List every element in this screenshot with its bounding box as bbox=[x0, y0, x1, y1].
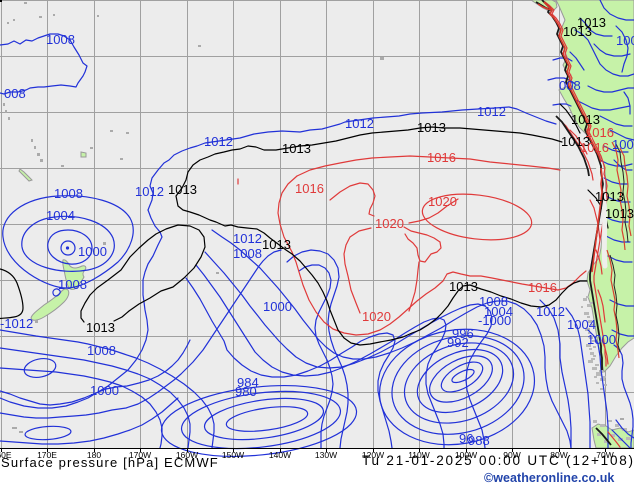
svg-text:1012: 1012 bbox=[345, 116, 374, 131]
svg-text:90W: 90W bbox=[503, 450, 520, 460]
svg-text:1004: 1004 bbox=[484, 304, 513, 319]
svg-text:1000: 1000 bbox=[78, 244, 107, 259]
svg-text:1016: 1016 bbox=[580, 140, 609, 155]
svg-text:1013: 1013 bbox=[282, 141, 311, 156]
svg-text:1008: 1008 bbox=[46, 32, 75, 47]
svg-text:170E: 170E bbox=[37, 450, 57, 460]
svg-text:100: 100 bbox=[616, 33, 634, 48]
svg-text:60E: 60E bbox=[0, 450, 12, 460]
svg-text:980: 980 bbox=[235, 384, 257, 399]
svg-text:100: 100 bbox=[612, 137, 634, 152]
svg-text:1016: 1016 bbox=[295, 181, 324, 196]
svg-text:1020: 1020 bbox=[362, 309, 391, 324]
svg-text:008: 008 bbox=[4, 86, 26, 101]
svg-text:110W: 110W bbox=[408, 450, 430, 460]
svg-text:1013: 1013 bbox=[563, 24, 592, 39]
svg-text:1012: 1012 bbox=[204, 134, 233, 149]
svg-text:100W: 100W bbox=[455, 450, 477, 460]
svg-text:1020: 1020 bbox=[375, 216, 404, 231]
svg-text:180: 180 bbox=[87, 450, 101, 460]
svg-text:988: 988 bbox=[468, 433, 490, 448]
svg-text:1000: 1000 bbox=[263, 299, 292, 314]
svg-text:-1012: -1012 bbox=[0, 316, 33, 331]
svg-text:70W: 70W bbox=[596, 450, 613, 460]
svg-text:1004: 1004 bbox=[567, 317, 596, 332]
svg-text:1013: 1013 bbox=[605, 206, 634, 221]
svg-text:120W: 120W bbox=[362, 450, 384, 460]
svg-text:1013: 1013 bbox=[595, 189, 624, 204]
svg-text:008: 008 bbox=[559, 78, 581, 93]
svg-text:984: 984 bbox=[237, 375, 259, 390]
svg-text:1004: 1004 bbox=[46, 208, 75, 223]
svg-text:1013: 1013 bbox=[577, 15, 606, 30]
svg-text:1012: 1012 bbox=[477, 104, 506, 119]
svg-text:1000: 1000 bbox=[90, 383, 119, 398]
svg-text:1008: 1008 bbox=[54, 186, 83, 201]
svg-text:1016: 1016 bbox=[585, 125, 614, 140]
svg-text:1016: 1016 bbox=[528, 280, 557, 295]
svg-text:996: 996 bbox=[452, 326, 474, 341]
svg-text:96: 96 bbox=[459, 431, 473, 446]
svg-text:-1000: -1000 bbox=[478, 313, 511, 328]
svg-text:1016: 1016 bbox=[427, 150, 456, 165]
svg-text:170W: 170W bbox=[129, 450, 151, 460]
svg-text:140W: 140W bbox=[269, 450, 291, 460]
svg-text:1013: 1013 bbox=[571, 112, 600, 127]
svg-text:1012: 1012 bbox=[536, 304, 565, 319]
svg-text:1008: 1008 bbox=[58, 277, 87, 292]
svg-text:1000: 1000 bbox=[587, 332, 616, 347]
svg-text:80W: 80W bbox=[550, 450, 567, 460]
svg-text:1008: 1008 bbox=[233, 246, 262, 261]
svg-text:130W: 130W bbox=[315, 450, 337, 460]
svg-text:1012: 1012 bbox=[135, 184, 164, 199]
svg-text:1013: 1013 bbox=[561, 134, 590, 149]
svg-text:1013: 1013 bbox=[417, 120, 446, 135]
svg-text:1013: 1013 bbox=[168, 182, 197, 197]
svg-text:1008: 1008 bbox=[87, 343, 116, 358]
svg-text:1012: 1012 bbox=[233, 231, 262, 246]
svg-text:150W: 150W bbox=[222, 450, 244, 460]
svg-text:1013: 1013 bbox=[262, 237, 291, 252]
svg-text:1013: 1013 bbox=[449, 279, 478, 294]
svg-text:1013: 1013 bbox=[86, 320, 115, 335]
svg-text:160W: 160W bbox=[176, 450, 198, 460]
svg-text:1008: 1008 bbox=[479, 294, 508, 309]
svg-text:1020: 1020 bbox=[428, 194, 457, 209]
svg-text:992: 992 bbox=[447, 335, 469, 350]
